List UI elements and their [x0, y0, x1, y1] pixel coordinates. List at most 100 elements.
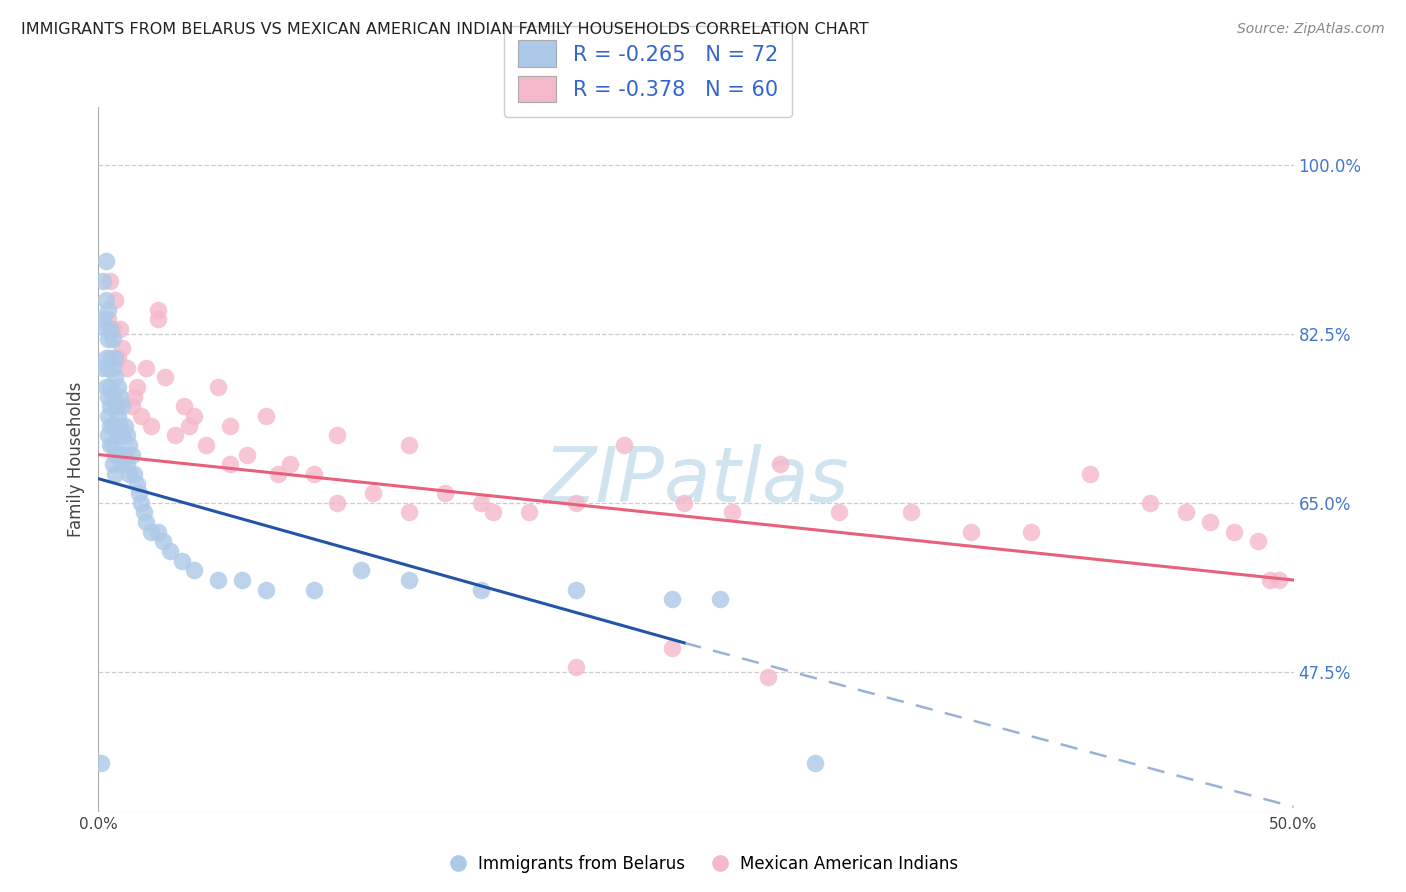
Point [101, 322, 124, 336]
Point [97, 390, 120, 404]
Point [900, 506, 922, 520]
Legend: R = -0.265   N = 72, R = -0.378   N = 60: R = -0.265 N = 72, R = -0.378 N = 60 [503, 26, 793, 117]
Point [207, 380, 229, 394]
Point [1175, 506, 1198, 520]
Point [94, 293, 117, 307]
Point [101, 418, 124, 433]
Point [278, 457, 301, 471]
Point [135, 360, 157, 375]
Point [124, 390, 146, 404]
Point [111, 399, 134, 413]
Point [219, 418, 242, 433]
Point [470, 582, 492, 597]
Text: ZIPatlas: ZIPatlas [543, 443, 849, 517]
Point [613, 438, 636, 452]
Point [98, 399, 122, 413]
Point [1139, 496, 1161, 510]
Point [107, 399, 129, 413]
Point [104, 293, 127, 307]
Point [125, 380, 148, 394]
Point [94, 322, 117, 336]
Point [97, 360, 120, 375]
Point [114, 418, 136, 433]
Point [139, 524, 162, 539]
Point [768, 457, 790, 471]
Point [98, 380, 122, 394]
Point [111, 342, 134, 356]
Point [470, 496, 492, 510]
Point [1080, 467, 1102, 481]
Point [398, 438, 420, 452]
Point [828, 506, 851, 520]
Point [565, 582, 588, 597]
Point [107, 380, 129, 394]
Point [398, 506, 420, 520]
Point [1199, 515, 1222, 529]
Point [267, 467, 290, 481]
Point [302, 582, 325, 597]
Point [101, 457, 124, 471]
Point [709, 592, 731, 607]
Point [94, 254, 117, 268]
Point [350, 563, 373, 577]
Point [108, 418, 131, 433]
Point [115, 360, 138, 375]
Point [98, 322, 122, 336]
Point [98, 274, 122, 288]
Point [104, 370, 127, 384]
Point [108, 390, 131, 404]
Point [118, 467, 141, 481]
Point [104, 351, 127, 365]
Text: IMMIGRANTS FROM BELARUS VS MEXICAN AMERICAN INDIAN FAMILY HOUSEHOLDS CORRELATION: IMMIGRANTS FROM BELARUS VS MEXICAN AMERI… [21, 22, 869, 37]
Point [111, 457, 134, 471]
Legend: Immigrants from Belarus, Mexican American Indians: Immigrants from Belarus, Mexican America… [441, 848, 965, 880]
Point [254, 409, 277, 423]
Point [97, 332, 120, 346]
Point [207, 573, 229, 587]
Point [673, 496, 696, 510]
Point [124, 467, 146, 481]
Point [98, 351, 122, 365]
Point [101, 332, 124, 346]
Point [219, 457, 242, 471]
Point [121, 448, 143, 462]
Point [101, 390, 124, 404]
Point [111, 428, 134, 442]
Point [661, 592, 683, 607]
Point [115, 428, 138, 442]
Point [1258, 573, 1281, 587]
Point [481, 506, 505, 520]
Point [101, 360, 124, 375]
Point [118, 438, 141, 452]
Point [517, 506, 540, 520]
Point [90, 756, 112, 771]
Point [108, 448, 131, 462]
Point [148, 524, 170, 539]
Point [97, 302, 120, 317]
Point [661, 640, 683, 655]
Point [98, 418, 122, 433]
Point [183, 409, 205, 423]
Point [172, 554, 194, 568]
Point [97, 312, 120, 326]
Point [254, 582, 277, 597]
Point [104, 448, 127, 462]
Point [91, 312, 114, 326]
Point [104, 418, 127, 433]
Point [131, 409, 153, 423]
Point [1268, 573, 1291, 587]
Point [97, 428, 120, 442]
Point [434, 486, 457, 500]
Point [1247, 534, 1270, 549]
Point [148, 312, 170, 326]
Point [94, 380, 117, 394]
Point [363, 486, 385, 500]
Point [97, 409, 120, 423]
Point [104, 399, 127, 413]
Point [114, 448, 136, 462]
Point [179, 418, 201, 433]
Y-axis label: Family Households: Family Households [66, 382, 84, 537]
Point [115, 457, 138, 471]
Point [804, 756, 827, 771]
Point [101, 438, 124, 452]
